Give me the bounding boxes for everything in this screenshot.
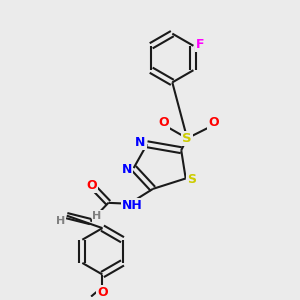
Text: N: N (135, 136, 146, 149)
Text: O: O (86, 179, 97, 192)
Text: NH: NH (122, 199, 143, 212)
Text: F: F (196, 38, 204, 51)
Text: S: S (182, 132, 192, 145)
Text: H: H (92, 211, 102, 221)
Text: O: O (159, 116, 169, 129)
Text: N: N (122, 163, 132, 176)
Text: O: O (97, 286, 108, 299)
Text: H: H (56, 216, 65, 226)
Text: O: O (208, 116, 219, 129)
Text: S: S (187, 173, 196, 186)
